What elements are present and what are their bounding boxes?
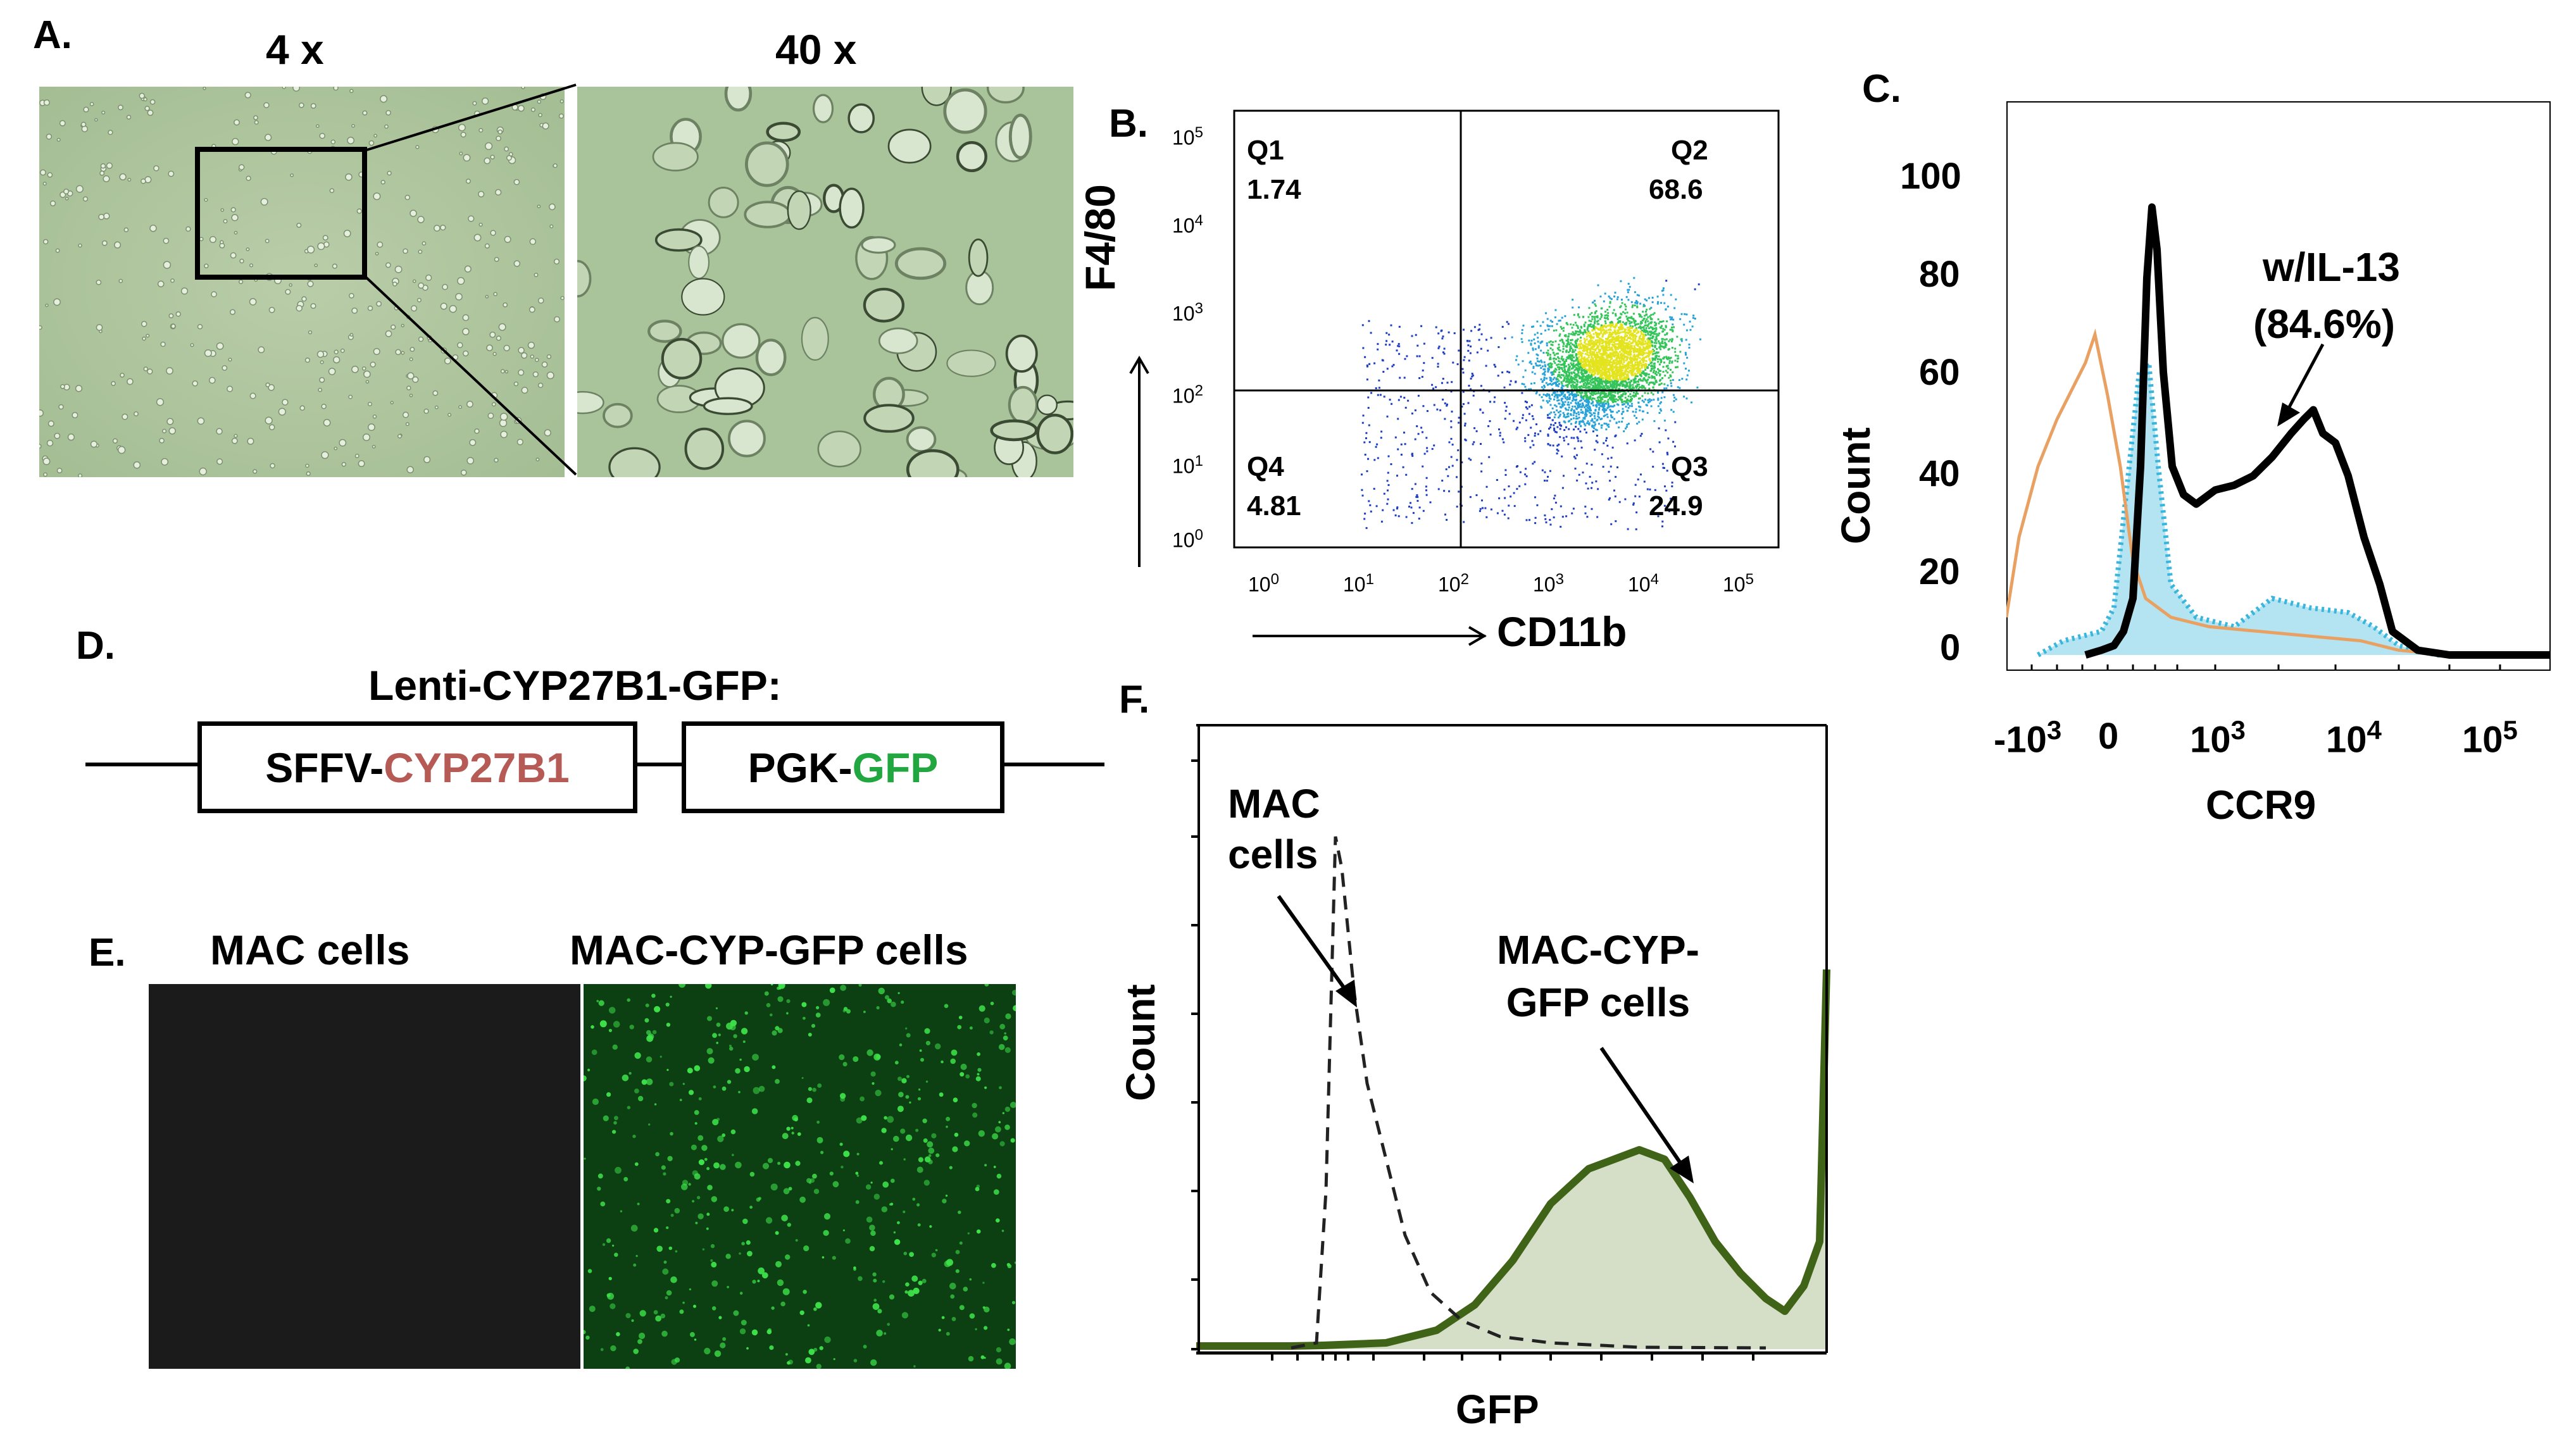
x-tick-b-4: 104 xyxy=(1628,571,1659,596)
y-tick-c-20: 20 xyxy=(1919,551,1960,592)
x-tick-b-5: 105 xyxy=(1723,571,1754,596)
ccr9-histogram xyxy=(2004,100,2552,674)
quadrant-q3-name: Q3 xyxy=(1671,451,1708,482)
il13-annotation-line1: w/IL-13 xyxy=(2263,244,2400,290)
y-axis-label-b: F4/80 xyxy=(1077,184,1123,291)
construct-title: Lenti-CYP27B1-GFP: xyxy=(368,662,782,709)
y-axis-label-f: Count xyxy=(1118,984,1163,1101)
x-tick-b-3: 103 xyxy=(1533,571,1564,596)
mac-annotation-arrow xyxy=(1277,895,1357,1007)
y-tick-b-4: 104 xyxy=(1172,212,1203,237)
x-tick-b-2: 102 xyxy=(1438,571,1469,596)
y-tick-c-80: 80 xyxy=(1919,254,1960,295)
pgk-gfp-cassette: PGK- GFP xyxy=(682,721,1004,813)
gfp-annotation-line2: GFP cells xyxy=(1506,980,1691,1026)
flow-scatter-plot xyxy=(1233,109,1780,570)
y-tick-b-5: 105 xyxy=(1172,124,1203,149)
y-tick-c-0: 0 xyxy=(1940,627,1961,668)
quadrant-q3-value: 24.9 xyxy=(1649,490,1703,521)
quadrant-q2-value: 68.6 xyxy=(1649,174,1703,205)
x-axis-label-b: CD11b xyxy=(1497,608,1627,655)
y-axis-label-c: Count xyxy=(1833,427,1879,544)
y-tick-b-1: 101 xyxy=(1172,452,1203,478)
panel-b-label: B. xyxy=(1109,102,1148,146)
panel-d-label: D. xyxy=(76,624,115,668)
y-tick-c-60: 60 xyxy=(1919,352,1960,393)
x-tick-b-0: 100 xyxy=(1248,571,1279,596)
il13-annotation-line2: (84.6%) xyxy=(2253,301,2396,347)
mac-cyp-gfp-annotation: MAC-CYP- GFP cells xyxy=(1497,924,1699,1029)
panel-f-label: F. xyxy=(1119,678,1150,721)
sffv-promoter-label: SFFV- xyxy=(265,744,384,791)
sffv-cyp27b1-cassette: SFFV- CYP27B1 xyxy=(197,721,637,813)
x-tick-c-1e3: 103 xyxy=(2190,715,2246,761)
gfp-gene-label: GFP xyxy=(852,744,939,791)
y-tick-b-0: 100 xyxy=(1172,527,1203,552)
x-tick-c-1e4: 104 xyxy=(2326,715,2382,761)
quadrant-q1-value: 1.74 xyxy=(1247,174,1301,205)
y-tick-c-40: 40 xyxy=(1919,453,1960,494)
quadrant-q2-name: Q2 xyxy=(1671,135,1708,166)
mac-cyp-gfp-cells-title: MAC-CYP-GFP cells xyxy=(570,926,968,973)
mac-cells-annotation: MAC cells xyxy=(1228,778,1320,880)
fluorescence-mac-cells xyxy=(149,984,580,1369)
mac-annotation-line2: cells xyxy=(1228,832,1318,877)
y-axis-arrow-b xyxy=(1129,356,1149,567)
panel-c-label: C. xyxy=(1862,67,1901,111)
x-axis-label-f: GFP xyxy=(1456,1387,1539,1432)
pgk-promoter-label: PGK- xyxy=(747,744,853,791)
y-tick-b-2: 102 xyxy=(1172,382,1203,408)
quadrant-q1-name: Q1 xyxy=(1247,135,1284,166)
x-tick-b-1: 101 xyxy=(1343,571,1374,596)
x-axis-label-c: CCR9 xyxy=(2206,782,2317,828)
gfp-annotation-arrow xyxy=(1599,1047,1694,1183)
panel-a-label: A. xyxy=(33,13,72,57)
y-tick-b-3: 103 xyxy=(1172,300,1203,325)
gfp-annotation-line1: MAC-CYP- xyxy=(1497,927,1699,973)
zoom-connector-lines xyxy=(363,84,577,476)
x-tick-c-neg1e3: -103 xyxy=(1994,715,2062,761)
gfp-histogram xyxy=(1191,723,1830,1365)
micrograph-40x xyxy=(577,87,1073,477)
panel-e-label: E. xyxy=(89,931,126,975)
x-tick-c-0: 0 xyxy=(2098,716,2119,757)
x-tick-c-1e5: 105 xyxy=(2462,715,2518,761)
zoom-region-box xyxy=(195,147,367,280)
magnification-4x-label: 4 x xyxy=(266,26,324,73)
x-axis-arrow-b xyxy=(1253,626,1487,646)
quadrant-q4-name: Q4 xyxy=(1247,451,1284,482)
fluorescence-mac-cyp-gfp-cells xyxy=(584,984,1016,1369)
y-tick-c-100: 100 xyxy=(1900,156,1961,197)
quadrant-q4-value: 4.81 xyxy=(1247,490,1301,521)
mac-cells-title: MAC cells xyxy=(210,926,410,973)
mac-annotation-line1: MAC xyxy=(1228,781,1320,826)
cyp27b1-gene-label: CYP27B1 xyxy=(384,744,570,791)
il13-annotation-arrow xyxy=(2277,343,2325,427)
magnification-40x-label: 40 x xyxy=(775,26,857,73)
